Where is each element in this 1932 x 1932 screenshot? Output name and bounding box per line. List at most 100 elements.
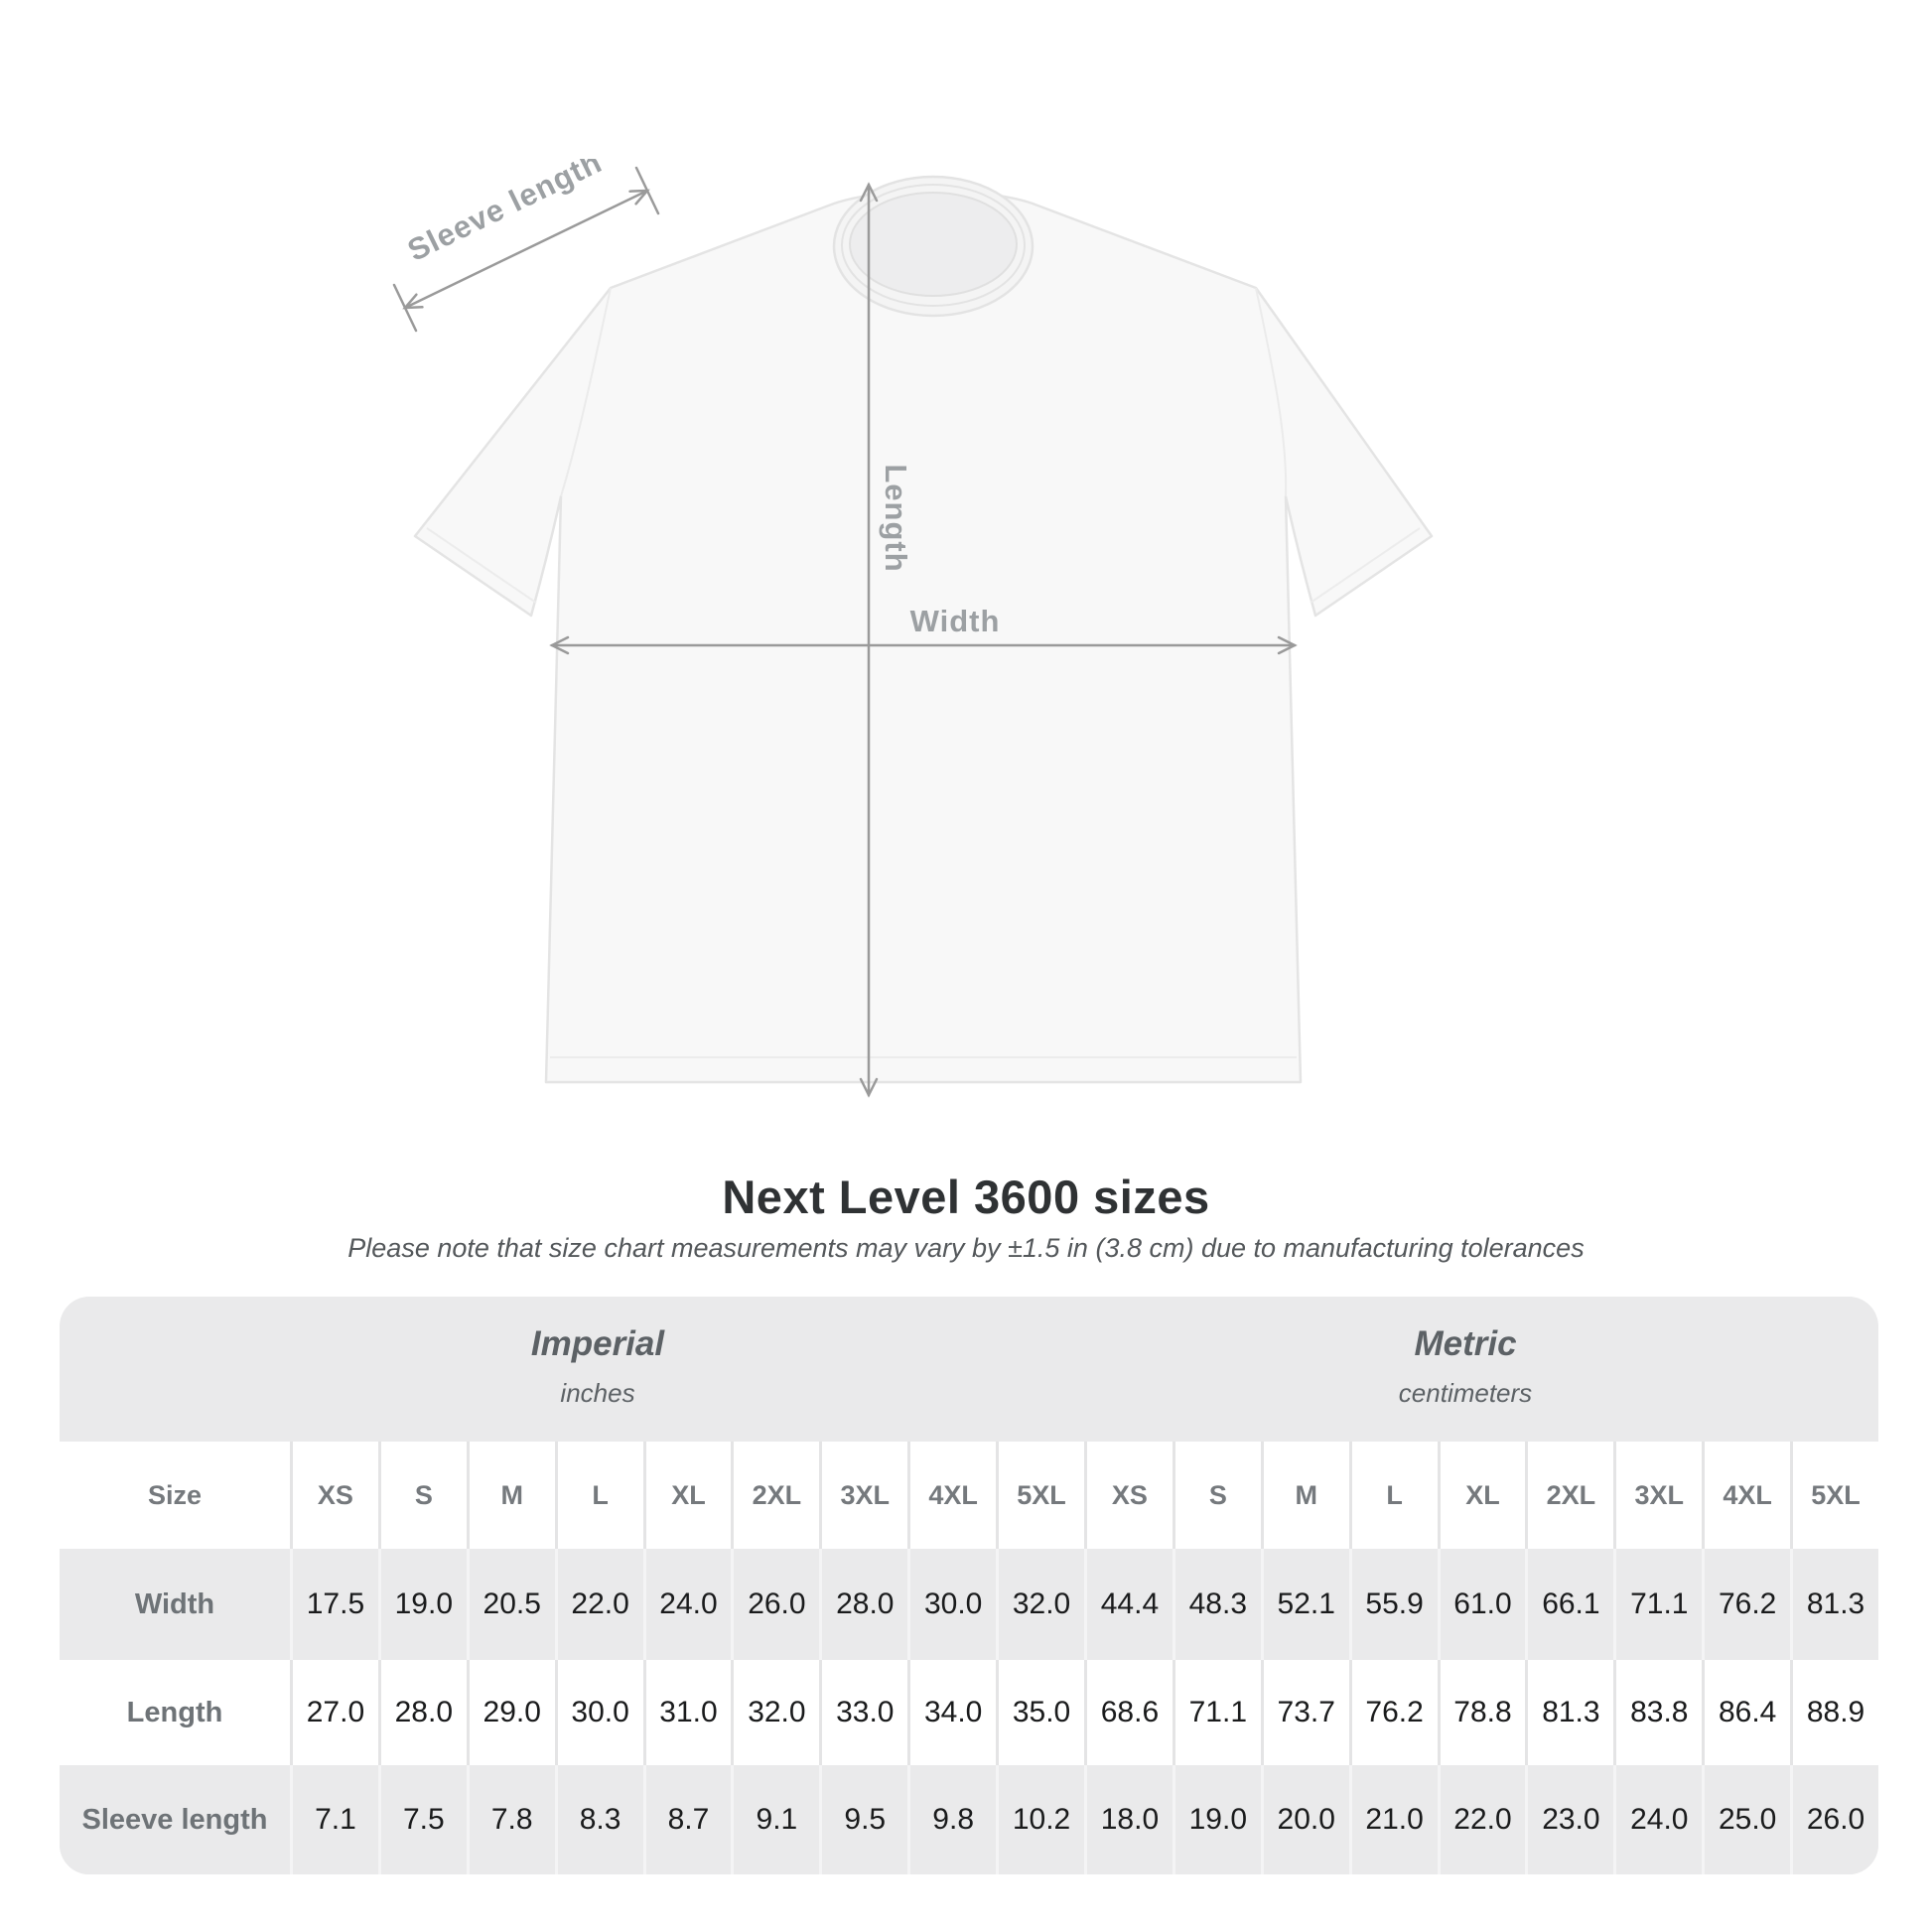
value-cell: 81.3 (1525, 1660, 1614, 1765)
size-header-xl: XL (1437, 1442, 1526, 1549)
size-header-l: L (554, 1442, 643, 1549)
value-cell: 9.8 (907, 1765, 997, 1874)
size-header-xl: XL (642, 1442, 732, 1549)
value-cell: 30.0 (907, 1549, 997, 1660)
size-header-4xl: 4XL (1702, 1442, 1791, 1549)
value-cell: 33.0 (819, 1660, 908, 1765)
value-cell: 17.5 (290, 1549, 378, 1660)
sleeve-measure-line (392, 166, 660, 333)
imperial-unit-header: Imperial inches (300, 1324, 896, 1409)
size-header-s: S (1172, 1442, 1261, 1549)
value-cell: 55.9 (1348, 1549, 1438, 1660)
value-cell: 73.7 (1260, 1660, 1349, 1765)
metric-unit-label: centimeters (1398, 1378, 1533, 1408)
value-cell: 20.0 (1260, 1765, 1349, 1874)
value-cell: 26.0 (731, 1549, 820, 1660)
left-armhole-seam (560, 287, 612, 497)
value-cell: 32.0 (996, 1549, 1084, 1660)
value-cell: 52.1 (1260, 1549, 1349, 1660)
value-cell: 21.0 (1348, 1765, 1438, 1874)
metric-label: Metric (1414, 1324, 1517, 1363)
width-label: Width (910, 604, 1001, 638)
size-header-xs: XS (1083, 1442, 1173, 1549)
value-cell: 28.0 (819, 1549, 908, 1660)
value-cell: 32.0 (731, 1660, 820, 1765)
value-cell: 44.4 (1083, 1549, 1173, 1660)
tshirt-diagram: Sleeve length Length Width (392, 159, 1434, 1098)
right-cuff-stitch (1310, 527, 1421, 604)
width-measure-line (549, 635, 1298, 655)
value-cell: 10.2 (996, 1765, 1084, 1874)
imperial-label: Imperial (530, 1324, 665, 1363)
row-label: Sleeve length (60, 1765, 290, 1874)
collar-opening (849, 192, 1018, 297)
value-cell: 7.1 (290, 1765, 378, 1874)
size-header-l: L (1348, 1442, 1438, 1549)
value-cell: 18.0 (1083, 1765, 1173, 1874)
value-cell: 7.8 (466, 1765, 555, 1874)
length-label: Length (879, 464, 913, 572)
size-grid: Size XS S M L XL 2XL 3XL 4XL 5XL XS S M L XL 2XL 3XL 4XL 5… (60, 1442, 1878, 1874)
length-measure-line (859, 182, 879, 1098)
size-header-2xl: 2XL (731, 1442, 820, 1549)
size-header-3xl: 3XL (819, 1442, 908, 1549)
value-cell: 34.0 (907, 1660, 997, 1765)
value-cell: 29.0 (466, 1660, 555, 1765)
value-cell: 31.0 (642, 1660, 732, 1765)
row-label: Width (60, 1549, 290, 1660)
value-cell: 76.2 (1702, 1549, 1791, 1660)
left-cuff-stitch (426, 527, 537, 604)
value-cell: 8.3 (554, 1765, 643, 1874)
value-cell: 8.7 (642, 1765, 732, 1874)
value-cell: 78.8 (1437, 1660, 1526, 1765)
value-cell: 22.0 (1437, 1765, 1526, 1874)
collar-band-stitch (841, 184, 1026, 307)
size-header-5xl: 5XL (996, 1442, 1084, 1549)
value-cell: 9.1 (731, 1765, 820, 1874)
value-cell: 9.5 (819, 1765, 908, 1874)
row-label: Length (60, 1660, 290, 1765)
value-cell: 71.1 (1172, 1660, 1261, 1765)
value-cell: 35.0 (996, 1660, 1084, 1765)
value-cell: 86.4 (1702, 1660, 1791, 1765)
imperial-unit-label: inches (560, 1378, 635, 1408)
size-header-4xl: 4XL (907, 1442, 997, 1549)
value-cell: 23.0 (1525, 1765, 1614, 1874)
value-cell: 20.5 (466, 1549, 555, 1660)
value-cell: 88.9 (1790, 1660, 1878, 1765)
value-cell: 48.3 (1172, 1549, 1261, 1660)
right-armhole-seam (1255, 287, 1288, 497)
size-column-header: Size (60, 1442, 290, 1549)
metric-unit-header: Metric centimeters (1168, 1324, 1763, 1409)
sleeve-length-label: Sleeve length (402, 159, 608, 268)
tolerance-note: Please note that size chart measurements… (347, 1233, 1585, 1263)
size-chart-table: Imperial inches Metric centimeters Size X… (60, 1297, 1878, 1874)
value-cell: 66.1 (1525, 1549, 1614, 1660)
value-cell: 68.6 (1083, 1660, 1173, 1765)
value-cell: 83.8 (1613, 1660, 1703, 1765)
size-header-s: S (377, 1442, 467, 1549)
size-header-3xl: 3XL (1613, 1442, 1703, 1549)
value-cell: 7.5 (377, 1765, 467, 1874)
value-cell: 27.0 (290, 1660, 378, 1765)
value-cell: 81.3 (1790, 1549, 1878, 1660)
value-cell: 76.2 (1348, 1660, 1438, 1765)
size-header-xs: XS (290, 1442, 378, 1549)
value-cell: 61.0 (1437, 1549, 1526, 1660)
value-cell: 24.0 (1613, 1765, 1703, 1874)
size-header-2xl: 2XL (1525, 1442, 1614, 1549)
size-header-m: M (466, 1442, 555, 1549)
value-cell: 26.0 (1790, 1765, 1878, 1874)
value-cell: 19.0 (1172, 1765, 1261, 1874)
value-cell: 71.1 (1613, 1549, 1703, 1660)
value-cell: 19.0 (377, 1549, 467, 1660)
value-cell: 28.0 (377, 1660, 467, 1765)
page-title: Next Level 3600 sizes (722, 1171, 1210, 1223)
value-cell: 24.0 (642, 1549, 732, 1660)
value-cell: 30.0 (554, 1660, 643, 1765)
size-header-m: M (1260, 1442, 1349, 1549)
value-cell: 25.0 (1702, 1765, 1791, 1874)
value-cell: 22.0 (554, 1549, 643, 1660)
size-header-5xl: 5XL (1790, 1442, 1878, 1549)
